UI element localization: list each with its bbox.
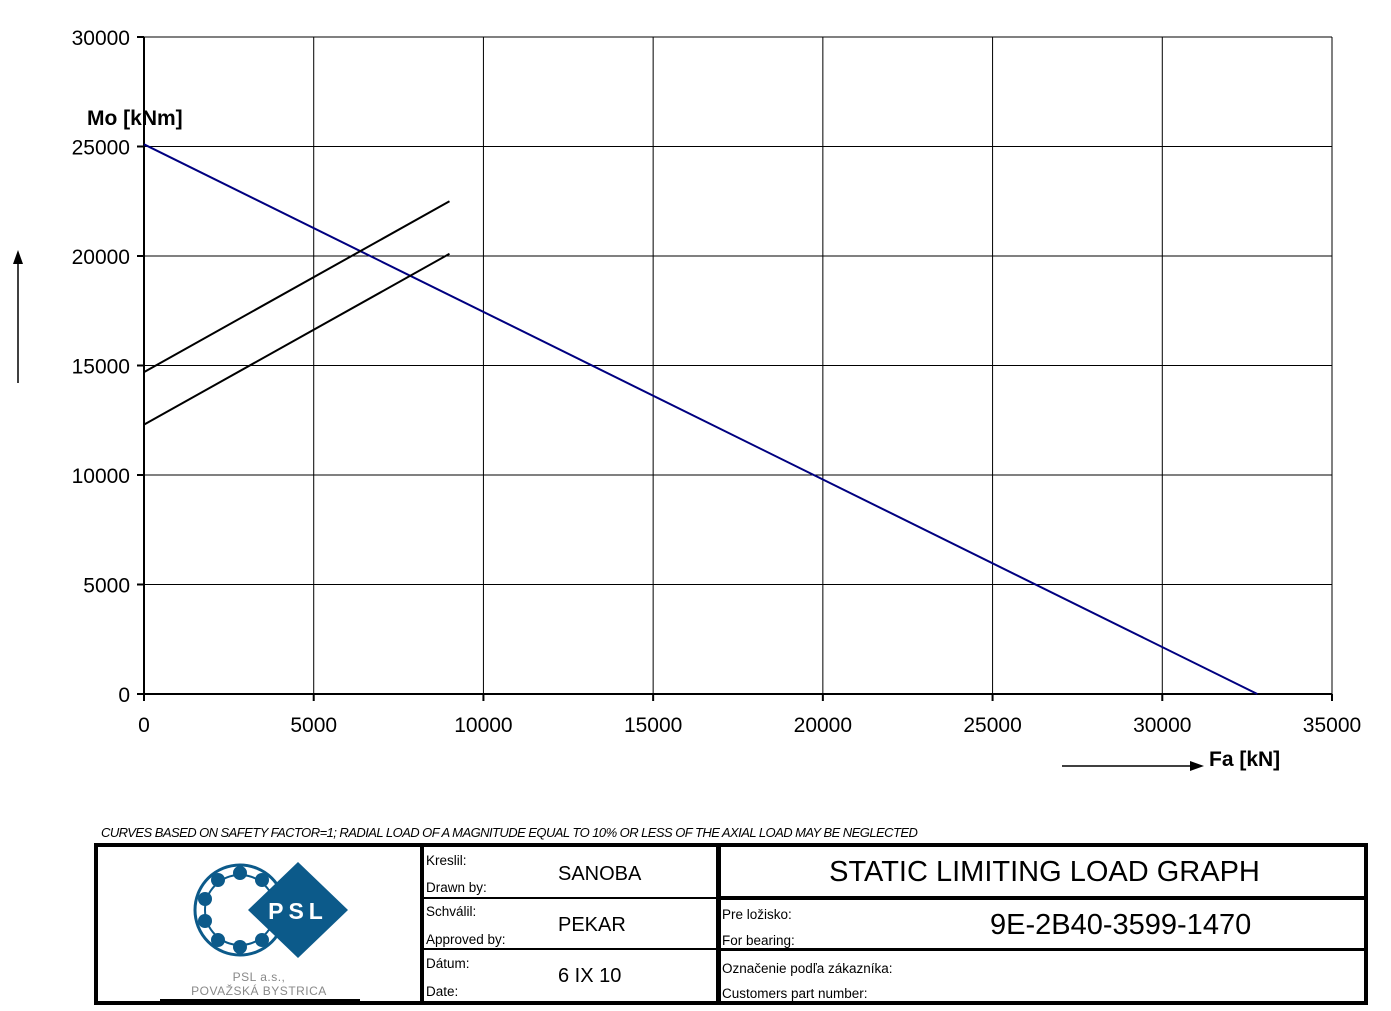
x-tick-label: 20000 <box>794 714 852 737</box>
y-axis-label: Mo [kNm] <box>87 107 183 130</box>
y-tick-label: 15000 <box>72 356 130 379</box>
y-tick-label: 30000 <box>72 27 130 50</box>
bearing-label-en: For bearing: <box>722 933 795 948</box>
divider <box>721 948 1368 951</box>
x-tick-label: 25000 <box>963 714 1021 737</box>
title-block: PSL PSL a.s., POVAŽSKÁ BYSTRICA Kreslil:… <box>94 843 1368 1005</box>
divider <box>424 897 716 899</box>
approved-by-label-en: Approved by: <box>426 932 506 947</box>
logo-text: PSL <box>268 898 328 924</box>
divider <box>420 847 424 1001</box>
date-label-sk: Dátum: <box>426 956 470 971</box>
divider <box>716 847 721 1001</box>
x-tick-label: 35000 <box>1303 714 1361 737</box>
divider <box>424 948 716 950</box>
series-line-2 <box>143 200 450 373</box>
tick-labels: 0 5000 10000 15000 20000 25000 30000 35000 0 5000… <box>72 27 1362 737</box>
date-value: 6 IX 10 <box>558 965 622 987</box>
y-tick-label: 10000 <box>72 465 130 488</box>
drawn-by-value: SANOBA <box>558 863 642 885</box>
logo-underline <box>160 999 360 1001</box>
x-axis-arrow <box>1062 761 1204 771</box>
drawn-by-label-sk: Kreslil: <box>426 853 467 868</box>
static-limiting-load-chart: 0 5000 10000 15000 20000 25000 30000 35000 0 5000… <box>13 27 1362 771</box>
x-tick-label: 15000 <box>624 714 682 737</box>
logo-cell: PSL PSL a.s., POVAŽSKÁ BYSTRICA <box>98 847 420 1001</box>
x-tick-label: 10000 <box>454 714 512 737</box>
y-tick-label: 0 <box>118 684 130 707</box>
x-axis-label: Fa [kN] <box>1209 748 1280 771</box>
bearing-number: 9E-2B40-3599-1470 <box>990 909 1252 941</box>
series-line-1 <box>143 143 1258 695</box>
customer-part-label-sk: Označenie podľa zákazníka: <box>722 961 893 976</box>
x-tick-label: 5000 <box>290 714 337 737</box>
psl-logo: PSL <box>193 862 348 958</box>
x-tick-label: 30000 <box>1133 714 1191 737</box>
y-tick-label: 20000 <box>72 246 130 269</box>
customer-part-label-en: Customers part number: <box>722 986 868 1001</box>
y-tick-label: 5000 <box>83 575 130 598</box>
company-name: PSL a.s., <box>232 970 286 984</box>
approved-by-label-sk: Schválil: <box>426 904 477 919</box>
graph-title: STATIC LIMITING LOAD GRAPH <box>829 856 1260 888</box>
drawn-by-label-en: Drawn by: <box>426 880 487 895</box>
date-label-en: Date: <box>426 984 459 999</box>
x-tick-label: 0 <box>138 714 150 737</box>
grid-lines <box>144 36 1333 694</box>
approved-by-value: PEKAR <box>558 914 626 936</box>
y-axis-arrow <box>13 250 23 383</box>
y-tick-label: 25000 <box>72 137 130 160</box>
axes <box>137 36 1333 701</box>
note-text: CURVES BASED ON SAFETY FACTOR=1; RADIAL … <box>101 825 918 840</box>
bearing-label-sk: Pre ložisko: <box>722 907 792 922</box>
series-line-3 <box>143 252 450 426</box>
divider <box>721 896 1368 900</box>
company-city: POVAŽSKÁ BYSTRICA <box>191 984 327 998</box>
series-group <box>143 143 1258 695</box>
